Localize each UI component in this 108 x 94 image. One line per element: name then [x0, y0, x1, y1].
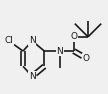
Text: O: O [70, 32, 77, 41]
Text: O: O [83, 54, 90, 63]
Text: N: N [56, 47, 63, 56]
Text: Cl: Cl [4, 36, 13, 45]
Text: N: N [29, 36, 36, 45]
Text: N: N [29, 72, 36, 81]
